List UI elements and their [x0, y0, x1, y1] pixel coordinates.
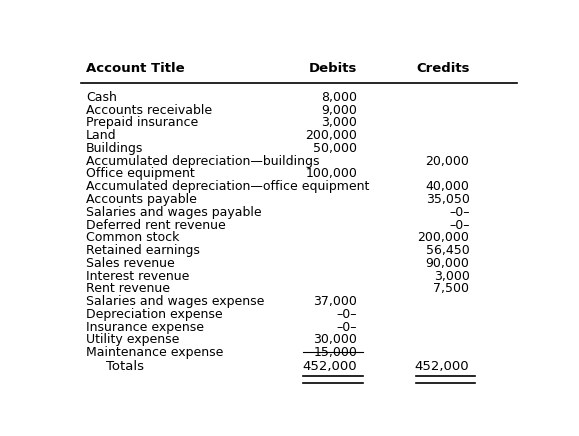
Text: Account Title: Account Title — [86, 62, 185, 75]
Text: 35,050: 35,050 — [426, 193, 470, 206]
Text: 200,000: 200,000 — [417, 231, 470, 244]
Text: Sales revenue: Sales revenue — [86, 257, 175, 270]
Text: Salaries and wages payable: Salaries and wages payable — [86, 206, 262, 219]
Text: Salaries and wages expense: Salaries and wages expense — [86, 295, 264, 308]
Text: 56,450: 56,450 — [426, 244, 470, 257]
Text: Accounts receivable: Accounts receivable — [86, 104, 212, 117]
Text: 15,000: 15,000 — [313, 346, 357, 359]
Text: –0–: –0– — [337, 320, 357, 334]
Text: Common stock: Common stock — [86, 231, 179, 244]
Text: Accumulated depreciation—buildings: Accumulated depreciation—buildings — [86, 155, 320, 168]
Text: 20,000: 20,000 — [426, 155, 470, 168]
Text: 100,000: 100,000 — [306, 167, 357, 181]
Text: 37,000: 37,000 — [313, 295, 357, 308]
Text: –0–: –0– — [337, 308, 357, 321]
Text: Buildings: Buildings — [86, 142, 143, 155]
Text: 3,000: 3,000 — [434, 269, 470, 283]
Text: 3,000: 3,000 — [321, 116, 357, 129]
Text: Land: Land — [86, 129, 116, 142]
Text: –0–: –0– — [449, 206, 470, 219]
Text: 9,000: 9,000 — [321, 104, 357, 117]
Text: Prepaid insurance: Prepaid insurance — [86, 116, 198, 129]
Text: Interest revenue: Interest revenue — [86, 269, 189, 283]
Text: Cash: Cash — [86, 91, 117, 104]
Text: 452,000: 452,000 — [303, 360, 357, 373]
Text: Insurance expense: Insurance expense — [86, 320, 204, 334]
Text: 50,000: 50,000 — [313, 142, 357, 155]
Text: Totals: Totals — [106, 360, 144, 373]
Text: 90,000: 90,000 — [426, 257, 470, 270]
Text: Rent revenue: Rent revenue — [86, 282, 170, 295]
Text: Retained earnings: Retained earnings — [86, 244, 200, 257]
Text: 200,000: 200,000 — [306, 129, 357, 142]
Text: Accounts payable: Accounts payable — [86, 193, 197, 206]
Text: Credits: Credits — [416, 62, 470, 75]
Text: 30,000: 30,000 — [313, 333, 357, 346]
Text: Depreciation expense: Depreciation expense — [86, 308, 222, 321]
Text: 40,000: 40,000 — [426, 180, 470, 193]
Text: Debits: Debits — [309, 62, 357, 75]
Text: Utility expense: Utility expense — [86, 333, 179, 346]
Text: 7,500: 7,500 — [434, 282, 470, 295]
Text: Deferred rent revenue: Deferred rent revenue — [86, 218, 226, 232]
Text: –0–: –0– — [449, 218, 470, 232]
Text: Office equipment: Office equipment — [86, 167, 195, 181]
Text: Accumulated depreciation—office equipment: Accumulated depreciation—office equipmen… — [86, 180, 369, 193]
Text: 8,000: 8,000 — [321, 91, 357, 104]
Text: 452,000: 452,000 — [415, 360, 470, 373]
Text: Maintenance expense: Maintenance expense — [86, 346, 223, 359]
